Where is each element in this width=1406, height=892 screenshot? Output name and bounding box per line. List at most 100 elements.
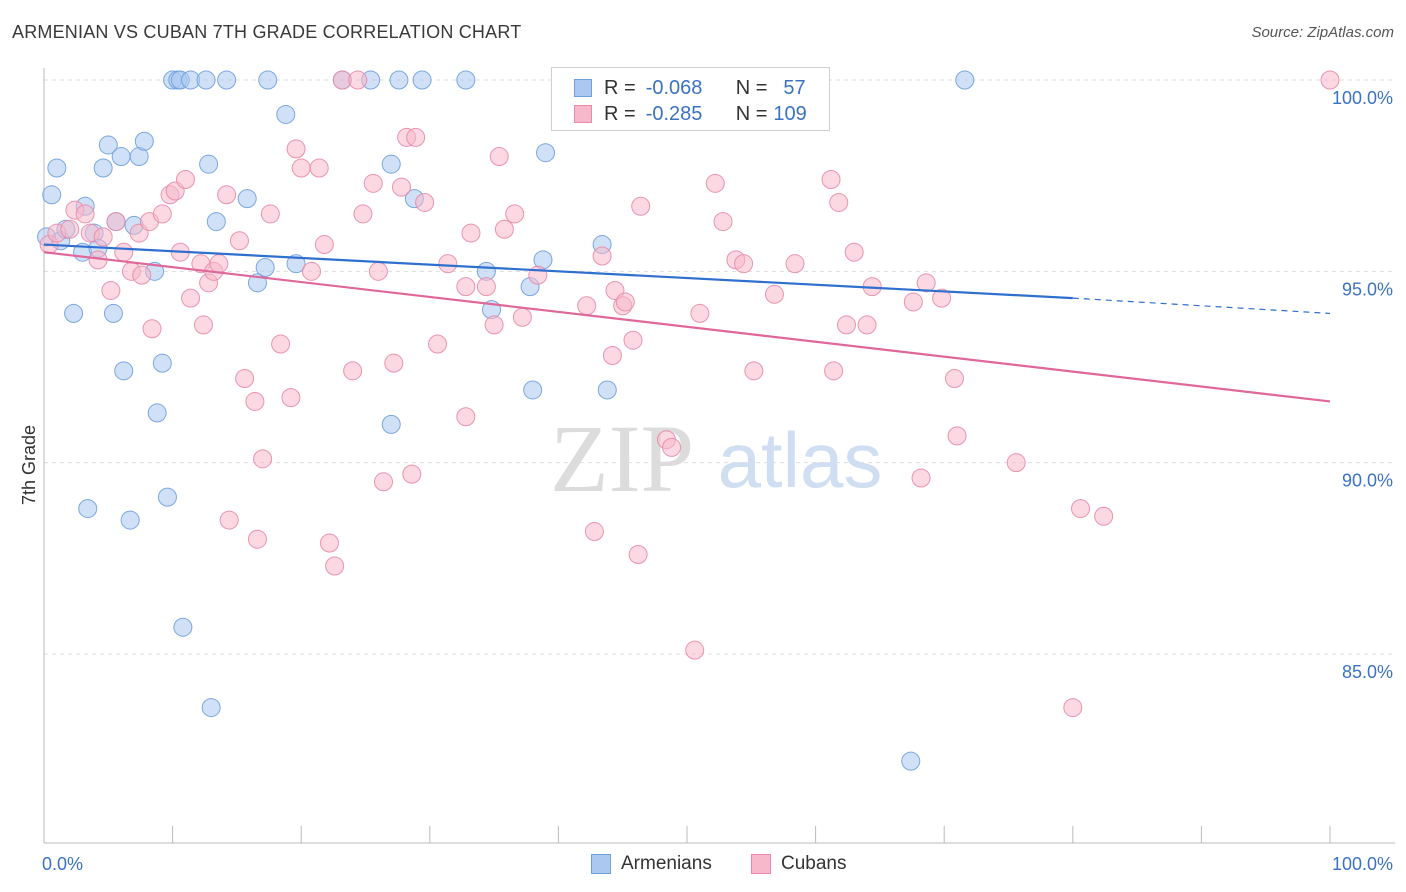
cubans-trend-line (43, 251, 1331, 403)
cubans-point (824, 361, 844, 381)
cubans-point (584, 522, 604, 542)
cubans-point (219, 510, 239, 530)
chart-title: ARMENIAN VS CUBAN 7TH GRADE CORRELATION … (12, 22, 522, 42)
cubans-point (456, 277, 476, 297)
armenians-swatch (574, 79, 592, 97)
cubans-point (911, 468, 931, 488)
cubans-point (764, 284, 784, 304)
armenians-point (456, 70, 476, 90)
cubans-point (271, 334, 291, 354)
cubans-point (193, 315, 213, 335)
cubans-point (253, 449, 273, 469)
armenians-point (199, 154, 219, 174)
armenians-point (381, 154, 401, 174)
cubans-point (829, 192, 849, 212)
armenians-point (217, 70, 237, 90)
cubans-point (836, 315, 856, 335)
armenians-point (64, 303, 84, 323)
armenians-point (412, 70, 432, 90)
cubans-point (60, 219, 80, 239)
r-label: R = (604, 76, 636, 99)
cubans-point (75, 204, 95, 224)
cubans-point (415, 192, 435, 212)
cubans-point (1006, 453, 1026, 473)
cubans-point (247, 529, 267, 549)
cubans-point (142, 319, 162, 339)
cubans-point (286, 139, 306, 159)
armenians-point (173, 617, 193, 637)
armenians-point (286, 254, 306, 274)
y-tick-label: 90.0% (1342, 471, 1393, 491)
cubans-r-value: -0.285 (645, 102, 703, 125)
cubans-point (281, 388, 301, 408)
cubans-point (291, 158, 311, 178)
armenians-point (901, 751, 921, 771)
cubans-point (175, 169, 195, 189)
cubans-point (438, 254, 458, 274)
armenians-trend-extension (1072, 297, 1331, 315)
cubans-point (592, 246, 612, 266)
cubans-point (309, 158, 329, 178)
legend-item-armenians: Armenians (591, 852, 712, 876)
cubans-point (132, 265, 152, 285)
armenians-point (523, 380, 543, 400)
armenians-legend-label: Armenians (621, 853, 712, 874)
cubans-point (744, 361, 764, 381)
gridlines (44, 79, 1395, 655)
armenians-point (389, 70, 409, 90)
cubans-swatch (574, 105, 592, 123)
armenians-point (42, 185, 62, 205)
cubans-point (615, 292, 635, 312)
cubans-point (343, 361, 363, 381)
cubans-point (484, 315, 504, 335)
r-label: R = (604, 102, 636, 125)
armenians-point (276, 104, 296, 124)
armenians-trend-line (43, 243, 1073, 300)
cubans-point (93, 227, 113, 247)
trend-lines (43, 243, 1331, 403)
y-axis-label: 7th Grade (19, 425, 39, 505)
tick-labels: 100.0% 95.0% 90.0% 85.0% 0.0% 100.0% (42, 88, 1393, 874)
armenians-point (47, 158, 67, 178)
cubans-point (932, 288, 952, 308)
cubans-n-value: 109 (773, 102, 807, 125)
armenians-point (98, 135, 118, 155)
armenians-point (258, 70, 278, 90)
watermark: ZIP atlas (550, 405, 882, 512)
cubans-point (1320, 70, 1340, 90)
cubans-point (461, 223, 481, 243)
armenians-legend-swatch (591, 854, 611, 874)
armenians-point (206, 212, 226, 232)
cubans-point (947, 426, 967, 446)
cubans-point (1063, 698, 1083, 718)
y-tick-label: 100.0% (1332, 88, 1393, 108)
x-tick-label: 100.0% (1332, 854, 1393, 874)
cubans-point (114, 242, 134, 262)
legend-item-cubans: Cubans (751, 852, 847, 876)
n-label: N = (735, 76, 768, 99)
armenians-point (196, 70, 216, 90)
cubans-point (577, 296, 597, 316)
cubans-point (101, 280, 121, 300)
cubans-point (857, 315, 877, 335)
cubans-point (628, 545, 648, 565)
cubans-point (353, 204, 373, 224)
cubans-point (844, 242, 864, 262)
cubans-point (476, 277, 496, 297)
cubans-point (631, 196, 651, 216)
cubans-point (402, 464, 422, 484)
cubans-point (209, 254, 229, 274)
cubans-point (821, 169, 841, 189)
armenians-point (134, 131, 154, 151)
y-tick-label: 85.0% (1342, 662, 1393, 682)
cubans-point (489, 147, 509, 167)
cubans-legend-swatch (751, 854, 771, 874)
watermark-zip: ZIP (550, 405, 694, 512)
cubans-point (152, 204, 172, 224)
cubans-point (1094, 506, 1114, 526)
armenians-point (78, 499, 98, 519)
armenians-point (103, 303, 123, 323)
cubans-point (363, 173, 383, 193)
cubans-point (245, 391, 265, 411)
